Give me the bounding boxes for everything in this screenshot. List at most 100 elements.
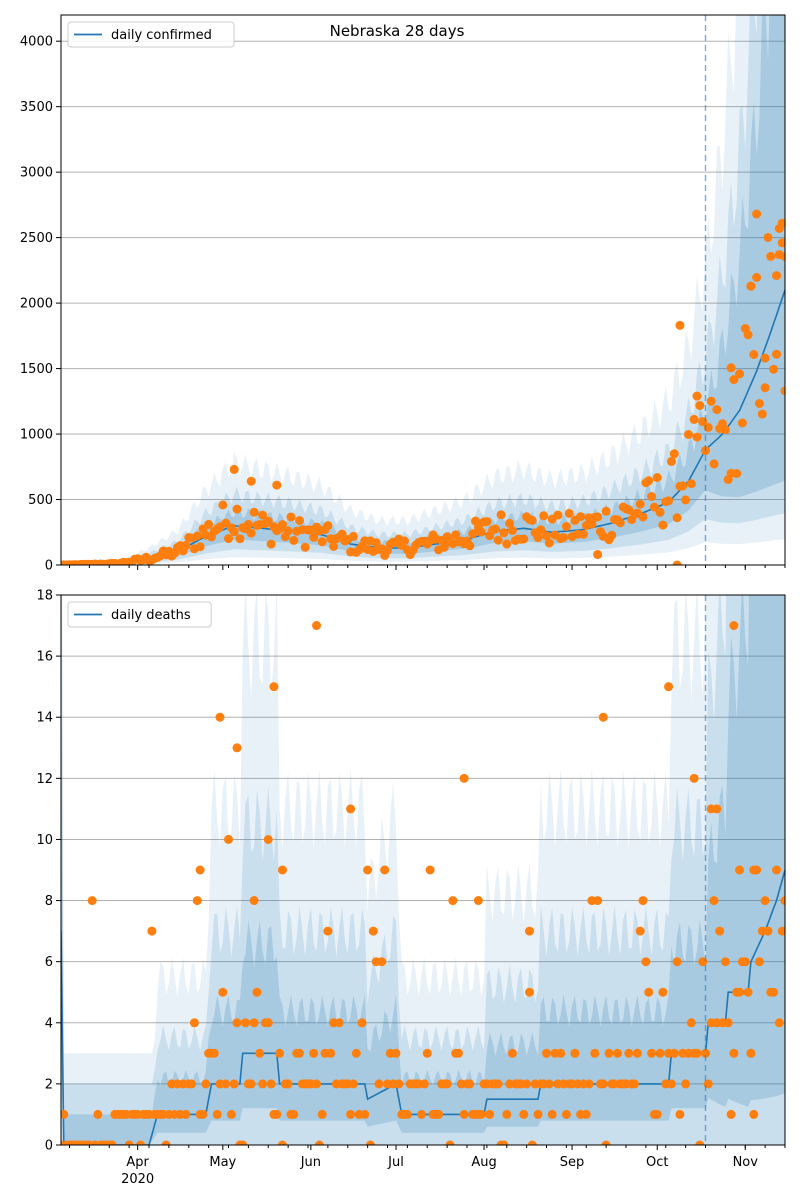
data-point (181, 540, 191, 550)
data-point (757, 409, 767, 419)
data-point (317, 1109, 327, 1119)
legend-label: daily deaths (111, 608, 191, 623)
data-point (346, 1109, 356, 1119)
data-point (283, 1079, 293, 1089)
data-point (380, 865, 390, 875)
data-point (774, 250, 784, 260)
data-point (278, 1140, 287, 1145)
data-point (312, 1079, 321, 1089)
data-point (604, 1048, 614, 1058)
data-point (587, 519, 597, 529)
data-point (601, 1140, 611, 1145)
data-point (258, 1079, 268, 1089)
y-tick-label: 8 (45, 894, 53, 909)
data-point (542, 1048, 551, 1058)
data-point (289, 535, 299, 545)
data-point (581, 1109, 591, 1119)
data-point (524, 926, 534, 936)
data-point (729, 1048, 739, 1058)
plot-area (61, 15, 785, 565)
y-tick-label: 1500 (20, 362, 53, 377)
data-point (712, 804, 722, 814)
data-point (720, 957, 730, 967)
legend: daily confirmed (67, 21, 235, 48)
data-point (686, 1018, 696, 1028)
data-point (726, 363, 736, 373)
y-tick-label: 10 (36, 833, 53, 848)
data-point (502, 1109, 512, 1119)
data-point (544, 1079, 554, 1089)
data-point (493, 1079, 503, 1089)
data-point (263, 1018, 273, 1028)
data-point (161, 1140, 171, 1145)
x-tick-label: Aug (471, 1155, 496, 1170)
data-point (454, 1048, 463, 1058)
data-point (277, 865, 287, 875)
data-point (780, 896, 785, 906)
data-point (326, 1048, 336, 1058)
data-point (195, 542, 205, 552)
data-point (496, 510, 506, 520)
data-point (772, 865, 781, 875)
data-point (493, 535, 503, 545)
data-point (229, 1079, 239, 1089)
data-point (235, 534, 245, 544)
data-point (695, 401, 705, 410)
data-point (502, 539, 512, 549)
data-point (255, 1048, 265, 1058)
data-point (735, 369, 745, 379)
data-point (715, 926, 725, 936)
axes-frame (60, 14, 786, 566)
data-point (593, 512, 603, 522)
legend-box (67, 21, 235, 48)
x-tick-label: Oct (646, 1155, 668, 1170)
data-point (490, 524, 500, 534)
data-point (644, 987, 654, 997)
y-tick-label: 4000 (20, 35, 53, 50)
x-year-label: 2020 (121, 1172, 154, 1187)
data-point (763, 926, 773, 936)
data-point (351, 1048, 361, 1058)
data-point (269, 682, 279, 692)
data-point (61, 1109, 69, 1119)
data-point (593, 896, 603, 906)
data-point (749, 865, 759, 875)
data-point (215, 712, 225, 722)
data-point (675, 320, 685, 330)
data-point (576, 512, 586, 522)
data-point (419, 1079, 429, 1089)
data-point (181, 1109, 191, 1119)
data-point (275, 1048, 285, 1058)
x-tick-label: Nov (733, 1155, 759, 1170)
data-point (601, 506, 611, 516)
x-tick-label: Apr (126, 1155, 149, 1170)
data-point (266, 539, 276, 549)
data-point (317, 537, 327, 547)
y-tick-label: 1000 (20, 428, 53, 443)
data-point (232, 1018, 242, 1028)
data-point (655, 1048, 665, 1058)
data-point (536, 525, 546, 535)
data-point (720, 425, 730, 435)
y-tick-label: 6 (45, 955, 53, 970)
data-point (451, 530, 461, 540)
data-point (229, 527, 239, 537)
data-point (749, 1109, 759, 1119)
x-tick-label: May (209, 1155, 236, 1170)
data-point (417, 1109, 427, 1119)
x-tick-label: Sep (560, 1155, 585, 1170)
y-tick-label: 16 (36, 650, 53, 665)
data-point (136, 1140, 145, 1145)
x-tick-label: Jun (300, 1155, 321, 1170)
data-point (465, 541, 475, 551)
data-point (323, 926, 333, 936)
data-point (442, 1079, 452, 1089)
data-point (777, 218, 785, 228)
data-point (107, 1140, 117, 1145)
data-point (366, 1140, 375, 1145)
data-point (638, 512, 648, 522)
data-point (507, 1048, 517, 1058)
y-tick-label: 2000 (20, 297, 53, 312)
data-point (635, 499, 645, 509)
